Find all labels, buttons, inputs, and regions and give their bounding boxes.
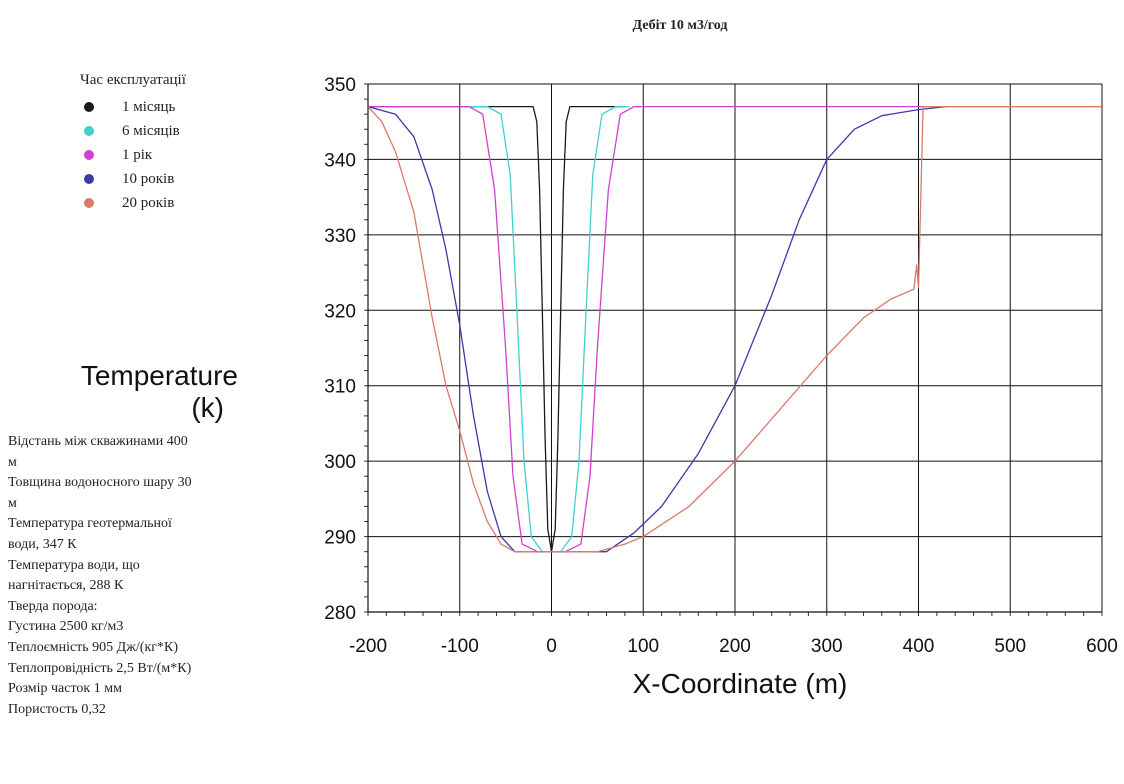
x-tick-label: 500 xyxy=(994,636,1026,657)
parameter-line: Товщина водоносного шару 30 xyxy=(8,475,192,491)
x-tick-label: -200 xyxy=(349,636,387,657)
parameter-line: води, 347 К xyxy=(8,536,77,552)
parameter-line: Температура води, що xyxy=(8,557,140,573)
x-tick-label: 0 xyxy=(546,636,557,657)
series-line-5 xyxy=(367,105,1102,553)
parameter-line: нагнітається, 288 К xyxy=(8,578,124,594)
y-tick-label: 330 xyxy=(324,226,356,247)
legend-item-20-years: 20 років xyxy=(80,191,186,215)
parameter-line: Густина 2500 кг/м3 xyxy=(8,619,124,635)
legend-title: Час експлуатації xyxy=(80,72,186,88)
x-axis-label: X-Coordinate (m) xyxy=(632,668,848,699)
y-axis-label-quantity: Temperature xyxy=(80,360,238,391)
series-line-4 xyxy=(367,105,947,553)
chart-title: Дебіт 10 м3/год xyxy=(632,18,728,33)
plot-background xyxy=(368,84,1102,612)
legend-item-1-month: 1 місяць xyxy=(80,95,186,119)
legend-marker-20-years xyxy=(84,198,94,208)
legend-label-1-month: 1 місяць xyxy=(122,98,176,115)
legend-item-10-years: 10 років xyxy=(80,167,186,191)
legend-label-6-months: 6 місяців xyxy=(122,122,180,139)
legend-item-6-months: 6 місяців xyxy=(80,119,186,143)
x-tick-label: 600 xyxy=(1086,636,1118,657)
y-tick-label: 310 xyxy=(324,377,356,398)
y-tick-label: 290 xyxy=(324,528,356,549)
y-axis-label: Temperature (k) xyxy=(0,360,238,424)
x-tick-label: 400 xyxy=(903,636,935,657)
y-tick-label: 320 xyxy=(324,301,356,322)
legend-label-1-year: 1 рік xyxy=(122,146,153,163)
parameter-line: Тверда порода: xyxy=(8,598,98,614)
parameter-line: Розмір часток 1 мм xyxy=(8,681,122,697)
y-tick-label: 280 xyxy=(324,603,356,624)
legend-label-20-years: 20 років xyxy=(122,194,175,211)
legend-marker-10-years xyxy=(84,174,94,184)
parameter-line: м xyxy=(8,454,17,470)
x-tick-label: 100 xyxy=(627,636,659,657)
series-line-2 xyxy=(368,105,630,553)
series-line-3 xyxy=(368,105,1102,553)
parameter-line: Теплопровідність 2,5 Вт/(м*К) xyxy=(8,660,192,676)
y-axis-label-unit: (k) xyxy=(191,392,224,423)
parameter-line: Теплоємність 905 Дж/(кг*К) xyxy=(8,639,178,655)
x-tick-label: 200 xyxy=(719,636,751,657)
parameters-list: Відстань між скважинами 400 м Товщина во… xyxy=(8,432,298,720)
y-tick-label: 350 xyxy=(324,75,356,96)
legend: Час експлуатації 1 місяць 6 місяців 1 рі… xyxy=(80,72,186,215)
legend-marker-1-year xyxy=(84,150,94,160)
y-tick-label: 340 xyxy=(324,150,356,171)
legend-marker-1-month xyxy=(84,102,94,112)
parameter-line: м xyxy=(8,495,17,511)
x-tick-label: -100 xyxy=(441,636,479,657)
series-line-1 xyxy=(368,105,625,553)
y-tick-label: 300 xyxy=(324,452,356,473)
legend-item-1-year: 1 рік xyxy=(80,143,186,167)
parameter-line: Температура геотермальної xyxy=(8,516,172,532)
x-tick-label: 300 xyxy=(811,636,843,657)
parameter-line: Пористость 0,32 xyxy=(8,701,106,717)
legend-label-10-years: 10 років xyxy=(122,170,175,187)
legend-marker-6-months xyxy=(84,126,94,136)
parameter-line: Відстань між скважинами 400 xyxy=(8,434,188,449)
